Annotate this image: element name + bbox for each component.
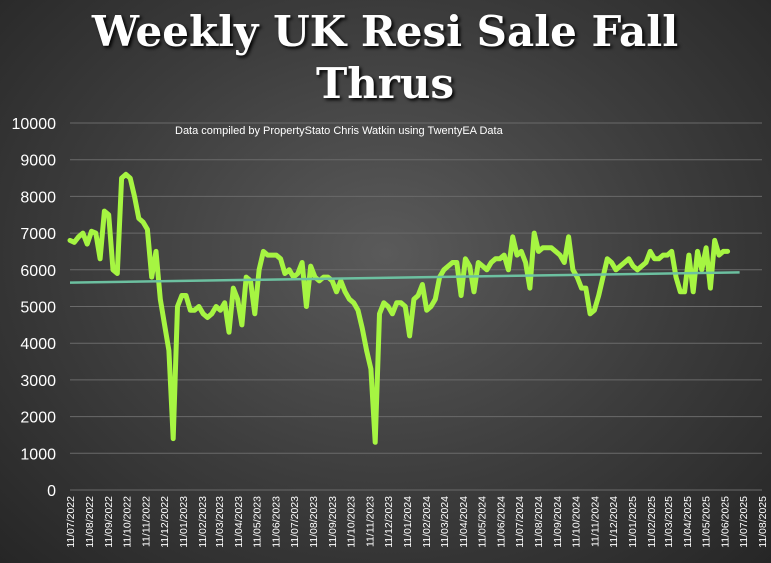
x-tick-label: 11/09/2022: [103, 496, 115, 548]
y-tick-label: 4000: [20, 336, 56, 353]
x-tick-label: 11/04/2025: [682, 496, 694, 548]
chart-title: Weekly UK Resi Sale Fall Thrus: [91, 7, 679, 108]
y-tick-label: 8000: [20, 189, 56, 206]
x-tick-label: 11/06/2025: [720, 496, 732, 548]
x-tick-label: 11/02/2023: [197, 496, 209, 548]
x-tick-label: 11/06/2024: [495, 496, 507, 548]
x-tick-label: 11/07/2025: [738, 496, 750, 548]
x-tick-label: 11/10/2024: [570, 496, 582, 548]
x-tick-label: 11/05/2024: [476, 496, 488, 548]
x-tick-label: 11/01/2023: [178, 496, 190, 548]
x-tick-label: 11/01/2025: [627, 496, 639, 548]
x-tick-label: 11/07/2023: [289, 496, 301, 548]
x-tick-label: 11/11/2022: [141, 496, 153, 547]
x-tick-label: 11/11/2023: [365, 496, 377, 547]
x-tick-label: 11/07/2024: [514, 496, 526, 548]
x-tick-label: 11/04/2023: [233, 496, 245, 548]
y-tick-label: 0: [47, 483, 56, 500]
x-tick-label: 11/08/2025: [757, 496, 769, 548]
x-tick-label: 11/04/2024: [458, 496, 470, 548]
x-tick-label: 11/01/2024: [402, 496, 414, 548]
x-tick-label: 11/10/2022: [121, 496, 133, 548]
y-tick-label: 6000: [20, 263, 56, 280]
x-tick-label: 11/09/2024: [552, 496, 564, 548]
x-tick-label: 11/08/2022: [84, 496, 96, 548]
x-tick-label: 11/03/2023: [214, 496, 226, 548]
x-tick-label: 11/03/2025: [663, 496, 675, 548]
data-line: [67, 171, 731, 445]
x-tick-label: 11/08/2024: [533, 496, 545, 548]
x-tick-label: 11/03/2024: [439, 496, 451, 548]
x-tick-label: 11/07/2022: [65, 496, 77, 548]
x-tick-label: 11/12/2022: [159, 496, 171, 548]
x-tick-label: 11/05/2023: [252, 496, 264, 548]
x-tick-label: 11/02/2025: [646, 496, 658, 548]
x-tick-label: 11/12/2023: [383, 496, 395, 548]
x-tick-label: 11/02/2024: [421, 496, 433, 548]
x-tick-label: 11/10/2023: [346, 496, 358, 548]
y-tick-label: 2000: [20, 410, 56, 427]
x-tick-label: 11/09/2023: [327, 496, 339, 548]
y-tick-label: 5000: [20, 300, 56, 317]
x-tick-label: 11/05/2025: [701, 496, 713, 548]
y-tick-label: 7000: [20, 226, 56, 243]
x-tick-label: 11/11/2024: [589, 496, 601, 547]
y-tick-label: 9000: [20, 153, 56, 170]
x-tick-label: 11/08/2023: [308, 496, 320, 548]
x-tick-label: 11/12/2024: [608, 496, 620, 548]
y-tick-label: 1000: [20, 446, 56, 463]
y-tick-label: 10000: [12, 116, 57, 133]
trend-line: [69, 271, 740, 284]
y-tick-label: 3000: [20, 373, 56, 390]
x-tick-label: 11/06/2023: [271, 496, 283, 548]
chart-subtitle: Data compiled by PropertyStato Chris Wat…: [175, 125, 504, 137]
